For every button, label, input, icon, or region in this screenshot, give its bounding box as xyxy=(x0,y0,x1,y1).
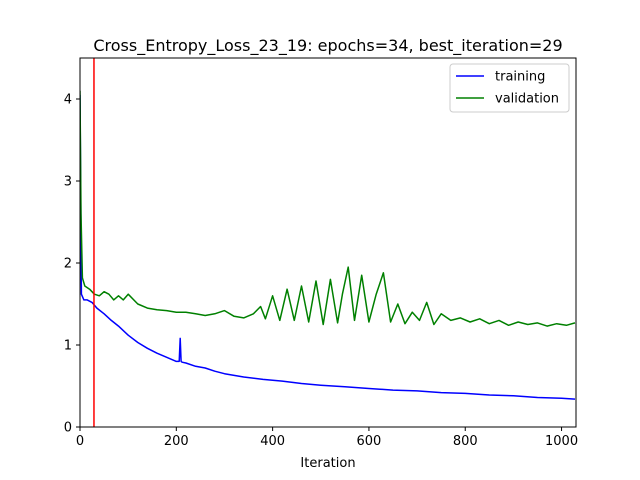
legend: training validation xyxy=(449,63,570,113)
legend-label-training: training xyxy=(495,70,545,85)
y-tick-label: 3 xyxy=(64,175,72,190)
series-group xyxy=(80,58,576,427)
x-axis-label: Iteration xyxy=(300,456,355,471)
series-line-validation xyxy=(80,90,576,327)
y-tick-label: 0 xyxy=(64,421,72,436)
y-tick-label: 1 xyxy=(64,339,72,354)
plot-area xyxy=(80,58,576,427)
series-line-training xyxy=(80,94,576,400)
y-axis: 0 1 2 3 4 xyxy=(64,93,80,436)
x-tick-label: 400 xyxy=(260,434,285,449)
x-tick-label: 0 xyxy=(76,434,84,449)
y-tick-label: 4 xyxy=(64,93,72,108)
legend-label-validation: validation xyxy=(495,92,559,107)
chart-title: Cross_Entropy_Loss_23_19: epochs=34, bes… xyxy=(93,36,562,56)
x-axis: 0 200 400 600 800 1000 xyxy=(76,427,578,449)
plot-frame xyxy=(79,57,577,428)
x-tick-label: 200 xyxy=(164,434,189,449)
y-tick-label: 2 xyxy=(64,257,72,272)
x-tick-label: 800 xyxy=(453,434,478,449)
x-tick-label: 600 xyxy=(357,434,382,449)
x-tick-label: 1000 xyxy=(545,434,578,449)
